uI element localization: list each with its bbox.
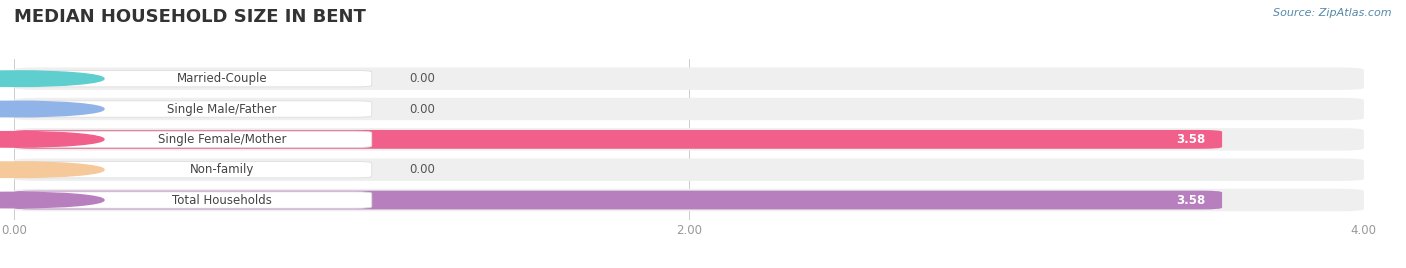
FancyBboxPatch shape — [14, 189, 1364, 211]
Text: Total Households: Total Households — [172, 193, 271, 207]
Circle shape — [0, 101, 104, 117]
FancyBboxPatch shape — [17, 70, 371, 87]
FancyBboxPatch shape — [17, 162, 371, 178]
Text: Source: ZipAtlas.com: Source: ZipAtlas.com — [1274, 8, 1392, 18]
FancyBboxPatch shape — [14, 158, 1364, 181]
FancyBboxPatch shape — [14, 191, 1222, 210]
Circle shape — [0, 162, 104, 177]
Text: 0.00: 0.00 — [409, 163, 434, 176]
Text: 0.00: 0.00 — [409, 72, 434, 85]
FancyBboxPatch shape — [14, 128, 1364, 151]
FancyBboxPatch shape — [17, 192, 371, 208]
FancyBboxPatch shape — [14, 130, 1222, 149]
Text: Non-family: Non-family — [190, 163, 254, 176]
FancyBboxPatch shape — [17, 131, 371, 148]
Circle shape — [0, 192, 104, 208]
Text: Single Male/Father: Single Male/Father — [167, 103, 277, 116]
Text: 0.00: 0.00 — [409, 103, 434, 116]
Circle shape — [0, 71, 104, 87]
Text: 3.58: 3.58 — [1175, 193, 1205, 207]
FancyBboxPatch shape — [17, 101, 371, 117]
Text: Married-Couple: Married-Couple — [177, 72, 267, 85]
FancyBboxPatch shape — [14, 68, 1364, 90]
Text: 3.58: 3.58 — [1175, 133, 1205, 146]
FancyBboxPatch shape — [14, 98, 1364, 120]
Text: Single Female/Mother: Single Female/Mother — [157, 133, 287, 146]
Text: MEDIAN HOUSEHOLD SIZE IN BENT: MEDIAN HOUSEHOLD SIZE IN BENT — [14, 8, 366, 26]
Circle shape — [0, 132, 104, 147]
